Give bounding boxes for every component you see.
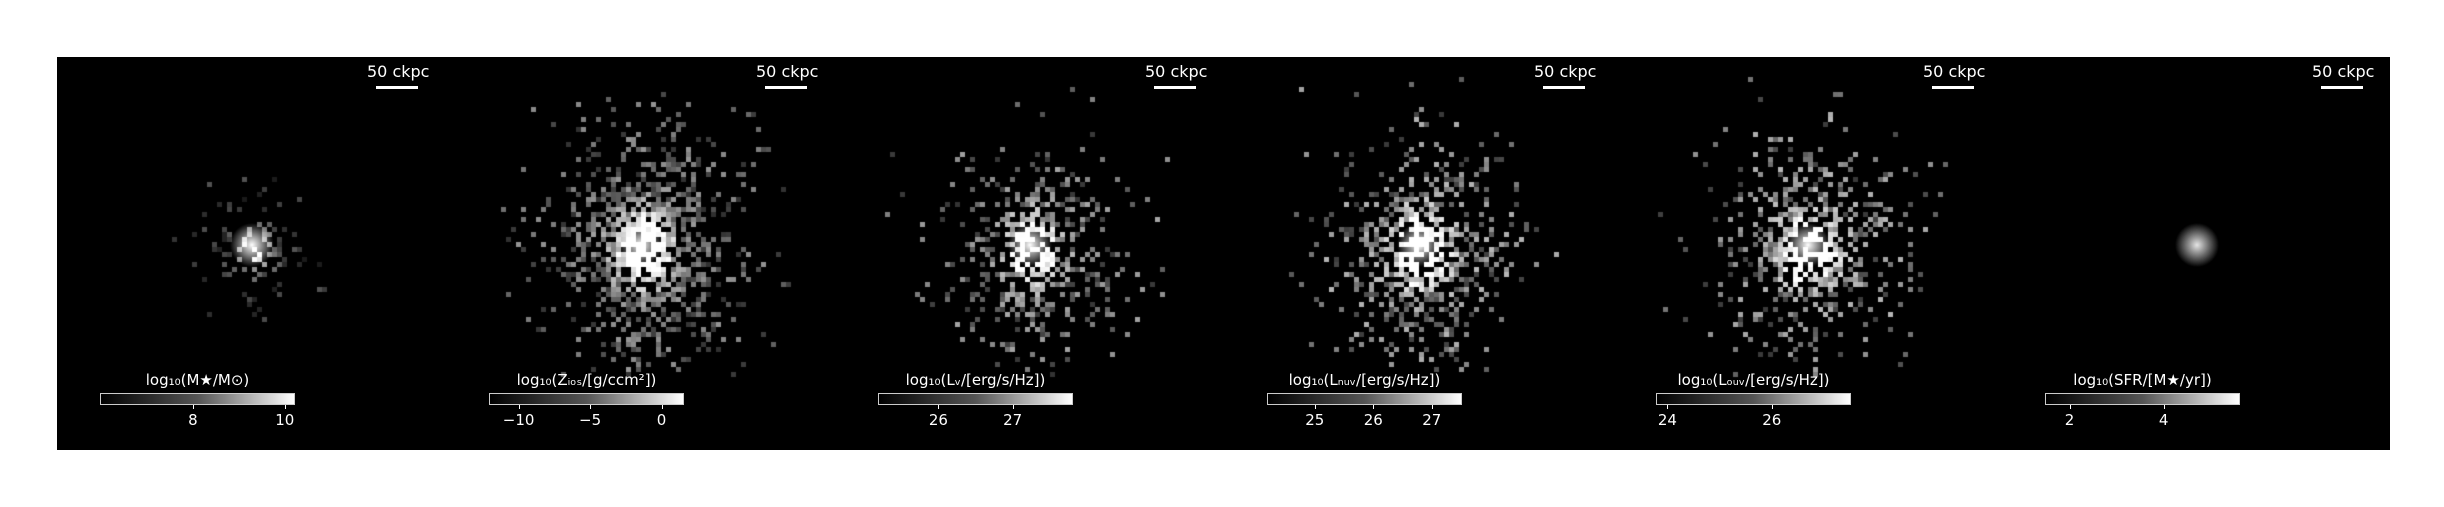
colorbar-tick-label: 26: [1762, 411, 1782, 429]
galaxy-image-v-band-luminosity: [835, 57, 1223, 450]
scale-bar-label: 50 ckpc: [1534, 62, 1597, 81]
panel-metal-surface-density: 50 ckpc log₁₀(Zᵢₒₛ/[g/ccm²]) −10 −5 0: [446, 57, 834, 450]
colorbar-label: log₁₀(Lᵥ/[erg/s/Hz]): [905, 371, 1046, 389]
figure-panels: 50 ckpc log₁₀(M★/M⊙) 8 10 50 ckpc log₁₀(Zᵢₒₛ/…: [57, 57, 2390, 450]
colorbar: log₁₀(Lₙᵤᵥ/[erg/s/Hz]) 25 26 27: [1267, 371, 1462, 431]
colorbar-label: log₁₀(M★/M⊙): [145, 371, 250, 389]
colorbar-tick-label: 2: [2064, 411, 2075, 429]
colorbar-tick-label: −10: [502, 411, 535, 429]
colorbar-tick: [284, 405, 286, 409]
colorbar: log₁₀(SFR/[M★/yr]) 2 4: [2045, 371, 2240, 431]
colorbar-tick: [1314, 405, 1316, 409]
scale-bar-label: 50 ckpc: [1145, 62, 1208, 81]
panel-v-band-luminosity: 50 ckpc log₁₀(Lᵥ/[erg/s/Hz]) 26 27: [835, 57, 1223, 450]
colorbar-tick-label: 25: [1305, 411, 1325, 429]
colorbar-tick-label: 8: [188, 411, 198, 429]
colorbar-label: log₁₀(Lₙᵤᵥ/[erg/s/Hz]): [1288, 371, 1441, 389]
scale-bar-label: 50 ckpc: [1923, 62, 1986, 81]
colorbar: log₁₀(Lₒᵤᵥ/[erg/s/Hz]) 24 26: [1656, 371, 1851, 431]
galaxy-image-star-formation-rate: [2002, 57, 2390, 450]
colorbar-tick-label: 27: [1003, 411, 1023, 429]
colorbar-tick: [1771, 405, 1773, 409]
colorbar-tick-label: 24: [1657, 411, 1677, 429]
colorbar-gradient: [100, 393, 295, 405]
galaxy-image-fuv-luminosity: [1613, 57, 2001, 450]
galaxy-image-metal-surface-density: [446, 57, 834, 450]
colorbar-tick: [518, 405, 520, 409]
colorbar: log₁₀(Zᵢₒₛ/[g/ccm²]) −10 −5 0: [489, 371, 684, 431]
colorbar-tick: [1667, 405, 1669, 409]
scale-bar-line: [1543, 86, 1585, 89]
colorbar-gradient: [489, 393, 684, 405]
colorbar-tick-label: 26: [928, 411, 948, 429]
colorbar-label: log₁₀(Zᵢₒₛ/[g/ccm²]): [516, 371, 657, 389]
colorbar-gradient: [1267, 393, 1462, 405]
colorbar-tick-label: 10: [275, 411, 295, 429]
colorbar-tick-label: 26: [1363, 411, 1383, 429]
scale-bar: 50 ckpc: [367, 62, 430, 89]
scale-bar-label: 50 ckpc: [2312, 62, 2375, 81]
colorbar-tick-label: 27: [1422, 411, 1442, 429]
colorbar-tick-label: 0: [656, 411, 667, 429]
colorbar: log₁₀(M★/M⊙) 8 10: [100, 371, 295, 431]
colorbar-tick: [2069, 405, 2071, 409]
colorbar-tick: [2163, 405, 2165, 409]
scale-bar: 50 ckpc: [1923, 62, 1986, 89]
scale-bar-line: [376, 86, 418, 89]
galaxy-image-nuv-luminosity: [1224, 57, 1612, 450]
colorbar-gradient: [1656, 393, 1851, 405]
colorbar-tick: [590, 405, 592, 409]
panel-star-formation-rate: 50 ckpc log₁₀(SFR/[M★/yr]) 2 4: [2002, 57, 2390, 450]
colorbar-tick: [1373, 405, 1375, 409]
scale-bar-line: [765, 86, 807, 89]
galaxy-image-stellar-mass: [57, 57, 445, 450]
scale-bar: 50 ckpc: [1534, 62, 1597, 89]
colorbar-tick: [938, 405, 940, 409]
scale-bar: 50 ckpc: [2312, 62, 2375, 89]
colorbar-gradient: [2045, 393, 2240, 405]
scale-bar-label: 50 ckpc: [756, 62, 819, 81]
colorbar-tick: [661, 405, 663, 409]
scale-bar-line: [2321, 86, 2363, 89]
scale-bar-line: [1154, 86, 1196, 89]
colorbar-tick: [192, 405, 194, 409]
colorbar: log₁₀(Lᵥ/[erg/s/Hz]) 26 27: [878, 371, 1073, 431]
colorbar-gradient: [878, 393, 1073, 405]
colorbar-label: log₁₀(Lₒᵤᵥ/[erg/s/Hz]): [1677, 371, 1830, 389]
colorbar-tick: [1431, 405, 1433, 409]
panel-fuv-luminosity: 50 ckpc log₁₀(Lₒᵤᵥ/[erg/s/Hz]) 24 26: [1613, 57, 2001, 450]
scale-bar: 50 ckpc: [756, 62, 819, 89]
colorbar-tick: [1012, 405, 1014, 409]
scale-bar-line: [1932, 86, 1974, 89]
colorbar-label: log₁₀(SFR/[M★/yr]): [2073, 371, 2212, 389]
colorbar-tick-label: 4: [2158, 411, 2169, 429]
panel-nuv-luminosity: 50 ckpc log₁₀(Lₙᵤᵥ/[erg/s/Hz]) 25 26 27: [1224, 57, 1612, 450]
scale-bar: 50 ckpc: [1145, 62, 1208, 89]
scale-bar-label: 50 ckpc: [367, 62, 430, 81]
panel-stellar-mass: 50 ckpc log₁₀(M★/M⊙) 8 10: [57, 57, 445, 450]
colorbar-tick-label: −5: [579, 411, 602, 429]
